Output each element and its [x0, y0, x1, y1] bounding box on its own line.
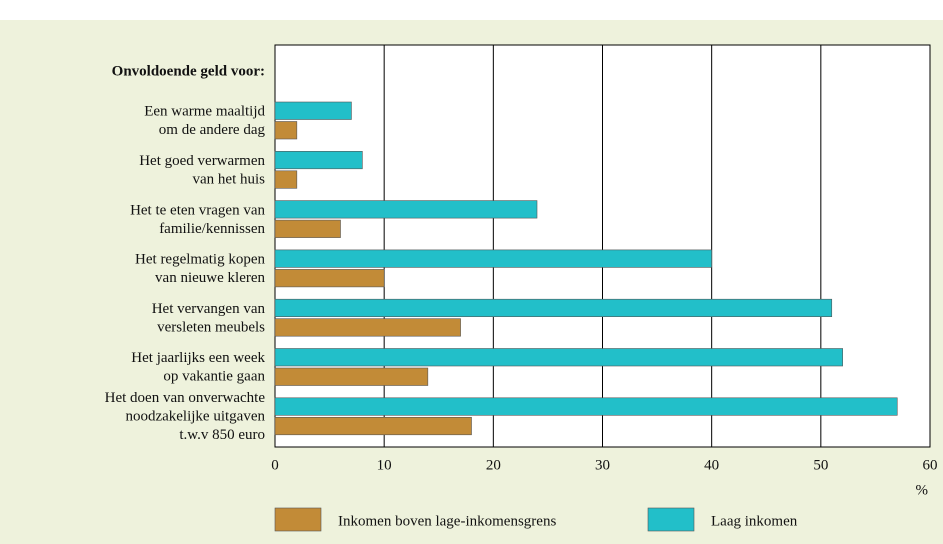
legend-swatch — [647, 507, 695, 532]
bar — [274, 121, 298, 140]
bar — [274, 269, 385, 288]
y-tick-label: van nieuwe kleren — [155, 270, 265, 286]
bar — [274, 151, 363, 170]
y-tick-label: versleten meubels — [157, 319, 265, 335]
y-tick-label: t.w.v 850 euro — [179, 427, 265, 443]
bar — [274, 367, 429, 386]
bar — [274, 318, 461, 337]
y-tick-label: op vakantie gaan — [163, 369, 265, 385]
x-tick-label: 30 — [595, 457, 610, 473]
bar — [274, 348, 843, 367]
y-tick-label: Het goed verwarmen — [139, 153, 265, 169]
y-tick-label: Het te eten vragen van — [130, 202, 265, 218]
x-tick-label: 10 — [377, 457, 392, 473]
y-tick-label: familie/kennissen — [159, 221, 265, 237]
x-tick-label: 0 — [271, 457, 279, 473]
y-tick-label: Het doen van onverwachte — [105, 390, 266, 406]
plot-border — [274, 44, 931, 448]
annotation: Onvoldoende geld voor: — [112, 63, 265, 79]
bar — [274, 200, 538, 219]
x-tick-label: 20 — [486, 457, 501, 473]
bar — [274, 249, 712, 268]
y-tick-label: Het jaarlijks een week — [131, 350, 265, 366]
y-tick-label: Een warme maaltijd — [144, 104, 265, 120]
bar — [274, 416, 472, 436]
bar — [274, 397, 898, 416]
y-tick-label: om de andere dag — [159, 122, 266, 138]
y-tick-label: van het huis — [193, 171, 266, 187]
legend-label: Laag inkomen — [711, 513, 798, 529]
x-tick-label: 40 — [704, 457, 719, 473]
bar — [274, 170, 298, 189]
y-tick-label: Het vervangen van — [152, 301, 266, 317]
x-tick-label: 60 — [923, 457, 938, 473]
x-tick-label: 50 — [813, 457, 828, 473]
bar — [274, 219, 341, 238]
y-tick-label: Het regelmatig kopen — [135, 252, 265, 268]
legend-swatch — [274, 507, 322, 532]
y-tick-label: noodzakelijke uitgaven — [125, 409, 265, 425]
x-axis-label: % — [916, 482, 929, 498]
legend-label: Inkomen boven lage-inkomensgrens — [338, 513, 556, 529]
bar — [274, 101, 352, 120]
bar — [274, 298, 833, 318]
